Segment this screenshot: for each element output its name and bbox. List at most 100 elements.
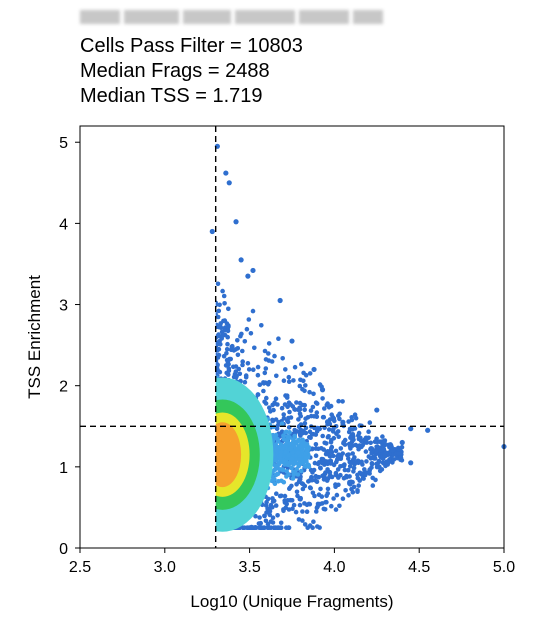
data-point <box>336 452 341 458</box>
y-tick-label: 1 <box>59 460 68 477</box>
data-point <box>259 323 264 328</box>
data-point <box>331 435 337 441</box>
data-point <box>353 415 359 421</box>
data-point <box>270 499 276 504</box>
data-point <box>320 433 326 439</box>
data-point <box>300 509 305 514</box>
blurred-title <box>80 6 395 28</box>
data-point <box>290 476 296 481</box>
data-point <box>267 512 273 518</box>
outlier-point <box>226 180 232 186</box>
data-point <box>290 506 295 512</box>
data-point <box>320 396 325 401</box>
data-point <box>367 420 373 425</box>
data-point <box>278 453 283 459</box>
data-point <box>273 472 279 478</box>
data-point <box>233 375 239 380</box>
data-point <box>240 359 245 364</box>
data-point <box>250 308 256 314</box>
data-point <box>358 438 364 444</box>
data-point <box>280 356 286 361</box>
data-point <box>368 446 373 452</box>
data-point <box>323 470 328 475</box>
data-point <box>366 429 371 435</box>
data-point <box>328 439 334 445</box>
plot-border <box>79 125 505 549</box>
data-point <box>332 418 337 424</box>
data-point <box>377 468 383 474</box>
data-point <box>356 446 361 452</box>
data-point <box>308 408 314 413</box>
data-point <box>307 434 312 440</box>
data-point <box>315 524 320 529</box>
data-point <box>293 509 299 515</box>
outlier-point <box>233 219 239 225</box>
data-point <box>303 372 309 378</box>
data-point <box>296 463 302 468</box>
data-point <box>307 523 313 528</box>
data-point <box>364 437 369 443</box>
data-point <box>248 525 254 530</box>
data-point <box>281 433 286 439</box>
data-point <box>240 348 245 354</box>
y-axis-label: TSS Enrichment <box>25 275 44 399</box>
data-point <box>325 491 331 496</box>
data-point <box>273 458 279 463</box>
data-point <box>287 485 293 491</box>
data-point <box>288 445 294 451</box>
outlier-point <box>245 273 251 279</box>
data-point <box>255 392 261 397</box>
data-point <box>302 442 308 448</box>
data-point <box>225 341 230 347</box>
data-point <box>233 347 238 352</box>
outlier-point <box>250 267 256 274</box>
data-point <box>325 467 330 472</box>
data-point <box>337 503 342 509</box>
data-point <box>337 416 342 422</box>
data-point <box>268 525 274 530</box>
data-point <box>226 358 231 363</box>
data-point <box>297 383 303 389</box>
data-point <box>298 443 304 449</box>
data-point <box>399 444 405 450</box>
data-point <box>328 403 334 409</box>
data-point <box>298 497 303 502</box>
data-point <box>270 417 275 423</box>
data-point <box>226 306 231 312</box>
data-point <box>257 382 263 388</box>
data-point <box>359 459 364 465</box>
data-point <box>311 519 316 524</box>
data-point <box>265 506 270 512</box>
data-point <box>314 479 320 485</box>
data-point <box>330 429 336 434</box>
data-point <box>342 462 347 467</box>
outlier-point <box>311 366 317 373</box>
data-point <box>230 343 235 349</box>
data-point <box>302 407 308 413</box>
y-tick-label: 2 <box>59 379 68 396</box>
data-point <box>342 467 348 473</box>
data-point <box>295 429 300 434</box>
data-point <box>335 467 341 472</box>
data-point <box>255 372 261 378</box>
data-point <box>326 427 332 432</box>
y-tick-label: 4 <box>59 216 68 233</box>
data-point <box>346 429 352 435</box>
data-point <box>286 453 292 458</box>
data-point <box>305 448 310 453</box>
data-point <box>282 402 288 407</box>
data-point <box>215 281 221 287</box>
x-tick-label: 3.0 <box>154 559 176 576</box>
y-tick-label: 0 <box>59 541 68 558</box>
data-point <box>253 513 258 519</box>
data-point <box>307 485 313 490</box>
data-point <box>351 457 357 463</box>
y-tick-label: 5 <box>59 135 68 152</box>
data-point <box>292 407 298 412</box>
data-point <box>352 412 358 418</box>
data-point <box>340 496 346 502</box>
data-point <box>288 402 294 407</box>
data-point <box>264 510 269 515</box>
data-point <box>224 347 230 352</box>
data-point <box>387 457 392 462</box>
